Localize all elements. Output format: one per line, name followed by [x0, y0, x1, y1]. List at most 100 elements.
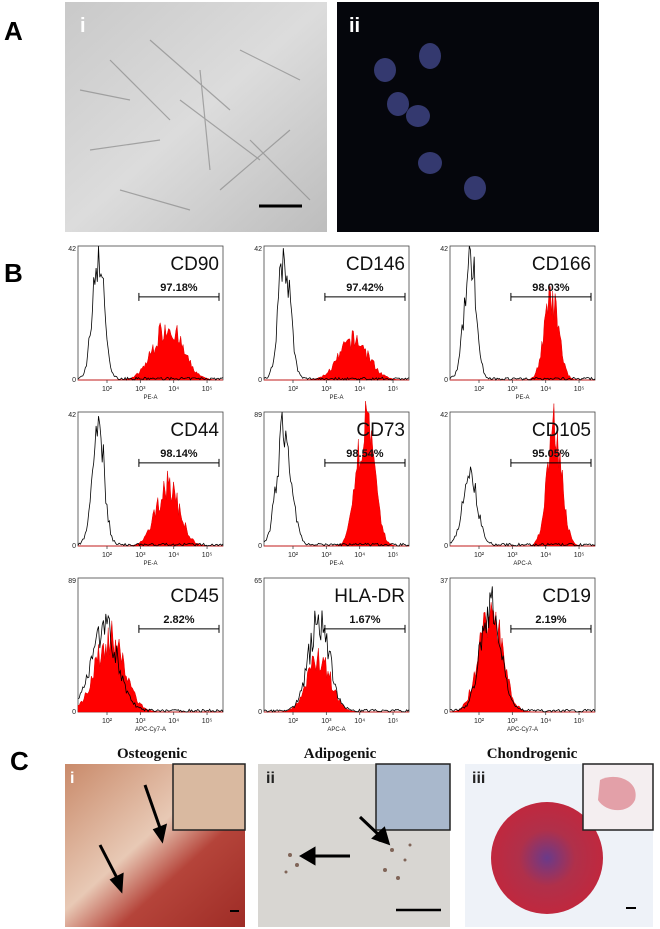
gate-percent: 98.03% — [532, 282, 570, 294]
x-tick-label: 10² — [102, 386, 113, 393]
histogram-control — [77, 245, 224, 381]
x-tick-label: 10² — [474, 552, 485, 559]
x-tick-label: 10³ — [135, 386, 146, 393]
x-axis-label: APC-Cy7-A — [135, 727, 166, 733]
micrograph — [258, 763, 451, 927]
marker-name: CD146 — [346, 254, 405, 275]
y-max-label: 42 — [440, 246, 448, 253]
plot-frame — [263, 411, 410, 547]
x-tick-label: 10³ — [321, 386, 332, 393]
x-tick-label: 10⁴ — [168, 718, 179, 725]
gate-percent: 1.67% — [349, 614, 380, 626]
histogram-control — [263, 248, 410, 381]
x-axis-label: PE-A — [329, 561, 343, 567]
x-tick-label: 10² — [474, 386, 485, 393]
histogram-stained — [450, 286, 595, 381]
y-min-label: 0 — [258, 377, 262, 384]
gate-percent: 2.19% — [535, 614, 566, 626]
x-tick-label: 10³ — [321, 718, 332, 725]
x-tick-label: 10³ — [507, 552, 518, 559]
y-min-label: 0 — [72, 709, 76, 716]
x-tick-label: 10² — [288, 552, 299, 559]
marker-name: CD166 — [532, 254, 591, 275]
x-tick-label: 10⁴ — [168, 386, 179, 393]
x-axis-label: PE-A — [515, 395, 529, 401]
x-tick-label: 10⁴ — [168, 552, 179, 559]
fluorescence-image — [337, 2, 599, 232]
x-tick-label: 10⁵ — [202, 552, 213, 559]
histogram-control — [450, 586, 596, 713]
histogram-stained — [78, 470, 223, 547]
x-tick-label: 10⁴ — [354, 552, 365, 559]
y-min-label: 0 — [72, 377, 76, 384]
x-tick-label: 10⁵ — [388, 386, 399, 393]
marker-name: CD19 — [542, 586, 591, 607]
panel-letter: C — [10, 746, 29, 776]
panel-letter: A — [4, 16, 23, 46]
gate-percent: 2.82% — [163, 614, 194, 626]
x-axis-label: APC-A — [513, 561, 531, 567]
panel-title: Adipogenic — [304, 746, 377, 762]
x-tick-label: 10⁴ — [540, 718, 551, 725]
y-max-label: 42 — [68, 246, 76, 253]
y-min-label: 0 — [444, 377, 448, 384]
y-max-label: 42 — [254, 246, 262, 253]
y-min-label: 0 — [72, 543, 76, 550]
x-tick-label: 10⁵ — [574, 386, 585, 393]
gate-percent: 98.14% — [160, 448, 198, 460]
x-tick-label: 10³ — [135, 552, 146, 559]
histogram-stained — [450, 403, 595, 547]
x-tick-label: 10³ — [135, 718, 146, 725]
marker-name: CD105 — [532, 420, 591, 441]
micrograph — [65, 763, 246, 927]
x-tick-label: 10⁵ — [202, 386, 213, 393]
x-tick-label: 10² — [474, 718, 485, 725]
x-tick-label: 10³ — [321, 552, 332, 559]
histogram-control — [263, 610, 410, 713]
image-label: i — [70, 770, 74, 787]
panel-title: Chondrogenic — [487, 746, 578, 762]
x-axis-label: APC-A — [327, 727, 345, 733]
marker-name: CD45 — [170, 586, 219, 607]
x-axis-label: PE-A — [143, 561, 157, 567]
x-tick-label: 10³ — [507, 386, 518, 393]
x-axis-label: PE-A — [143, 395, 157, 401]
x-tick-label: 10² — [288, 386, 299, 393]
image-label: ii — [349, 15, 360, 37]
image-label: i — [80, 15, 86, 37]
histogram-control — [77, 416, 224, 547]
gate-percent: 98.54% — [346, 448, 384, 460]
panel-letter: B — [4, 258, 23, 288]
x-tick-label: 10⁵ — [574, 552, 585, 559]
x-tick-label: 10⁵ — [388, 552, 399, 559]
marker-name: HLA-DR — [334, 586, 405, 607]
histogram-stained — [77, 620, 223, 713]
plot-frame — [77, 411, 224, 547]
image-label: iii — [472, 770, 485, 787]
histogram-control — [263, 411, 410, 547]
marker-name: CD73 — [356, 420, 405, 441]
x-tick-label: 10⁴ — [354, 386, 365, 393]
histogram-control — [449, 466, 596, 547]
x-tick-label: 10⁵ — [574, 718, 585, 725]
image-label: ii — [266, 770, 275, 787]
histogram-control — [449, 245, 596, 381]
gate-percent: 95.05% — [532, 448, 570, 460]
micrograph — [465, 763, 654, 927]
x-tick-label: 10³ — [507, 718, 518, 725]
y-min-label: 0 — [444, 709, 448, 716]
histogram-stained — [264, 401, 409, 547]
y-max-label: 89 — [254, 412, 262, 419]
x-tick-label: 10⁴ — [354, 718, 365, 725]
y-min-label: 0 — [444, 543, 448, 550]
micrograph — [65, 2, 327, 232]
y-max-label: 65 — [254, 578, 262, 585]
y-max-label: 89 — [68, 578, 76, 585]
x-axis-label: PE-A — [329, 395, 343, 401]
x-tick-label: 10⁵ — [388, 718, 399, 725]
y-max-label: 37 — [440, 578, 448, 585]
histogram-stained — [264, 330, 409, 381]
gate-percent: 97.18% — [160, 282, 198, 294]
x-tick-label: 10⁴ — [540, 386, 551, 393]
